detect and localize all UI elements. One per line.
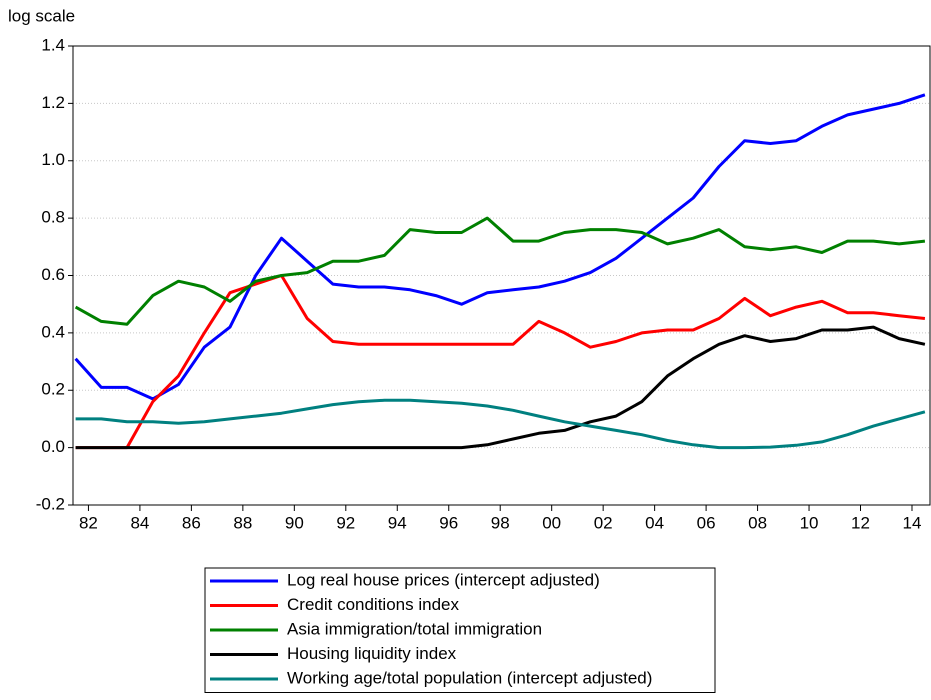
legend-label: Working age/total population (intercept … bbox=[287, 668, 652, 687]
legend-label: Asia immigration/total immigration bbox=[287, 619, 542, 638]
series-line bbox=[74, 93, 926, 401]
x-tick-label: 84 bbox=[130, 513, 149, 532]
plot-frame bbox=[72, 45, 931, 506]
series-line bbox=[74, 216, 926, 326]
y-tick-label: -0.2 bbox=[36, 494, 65, 513]
legend-label: Housing liquidity index bbox=[287, 644, 457, 663]
x-tick-label: 00 bbox=[542, 513, 561, 532]
x-tick-label: 92 bbox=[336, 513, 355, 532]
legend-box bbox=[204, 567, 716, 693]
x-tick-label: 82 bbox=[79, 513, 98, 532]
x-tick-label: 88 bbox=[233, 513, 252, 532]
y-tick-label: 0.2 bbox=[41, 380, 65, 399]
x-tick-label: 90 bbox=[285, 513, 304, 532]
series-line bbox=[75, 325, 926, 450]
x-tick-label: 12 bbox=[851, 513, 870, 532]
y-tick-label: 1.4 bbox=[41, 35, 65, 54]
x-tick-label: 08 bbox=[748, 513, 767, 532]
x-tick-label: 06 bbox=[697, 513, 716, 532]
y-tick-label: 0.0 bbox=[41, 437, 65, 456]
x-tick-label: 94 bbox=[388, 513, 407, 532]
y-tick-label: 1.2 bbox=[41, 93, 65, 112]
x-tick-label: 02 bbox=[594, 513, 613, 532]
y-tick-label: 0.8 bbox=[41, 208, 65, 227]
legend-label: Log real house prices (intercept adjuste… bbox=[287, 570, 600, 589]
series-line bbox=[75, 274, 926, 450]
y-tick-label: 0.4 bbox=[41, 322, 65, 341]
x-tick-label: 04 bbox=[645, 513, 664, 532]
y-tick-label: 1.0 bbox=[41, 150, 65, 169]
x-tick-label: 10 bbox=[800, 513, 819, 532]
y-tick-label: 0.6 bbox=[41, 265, 65, 284]
legend-label: Credit conditions index bbox=[287, 595, 459, 614]
series-line bbox=[75, 398, 926, 450]
x-tick-label: 86 bbox=[182, 513, 201, 532]
y-axis-label: log scale bbox=[8, 6, 75, 25]
x-tick-label: 96 bbox=[439, 513, 458, 532]
x-tick-label: 14 bbox=[903, 513, 922, 532]
x-tick-label: 98 bbox=[491, 513, 510, 532]
